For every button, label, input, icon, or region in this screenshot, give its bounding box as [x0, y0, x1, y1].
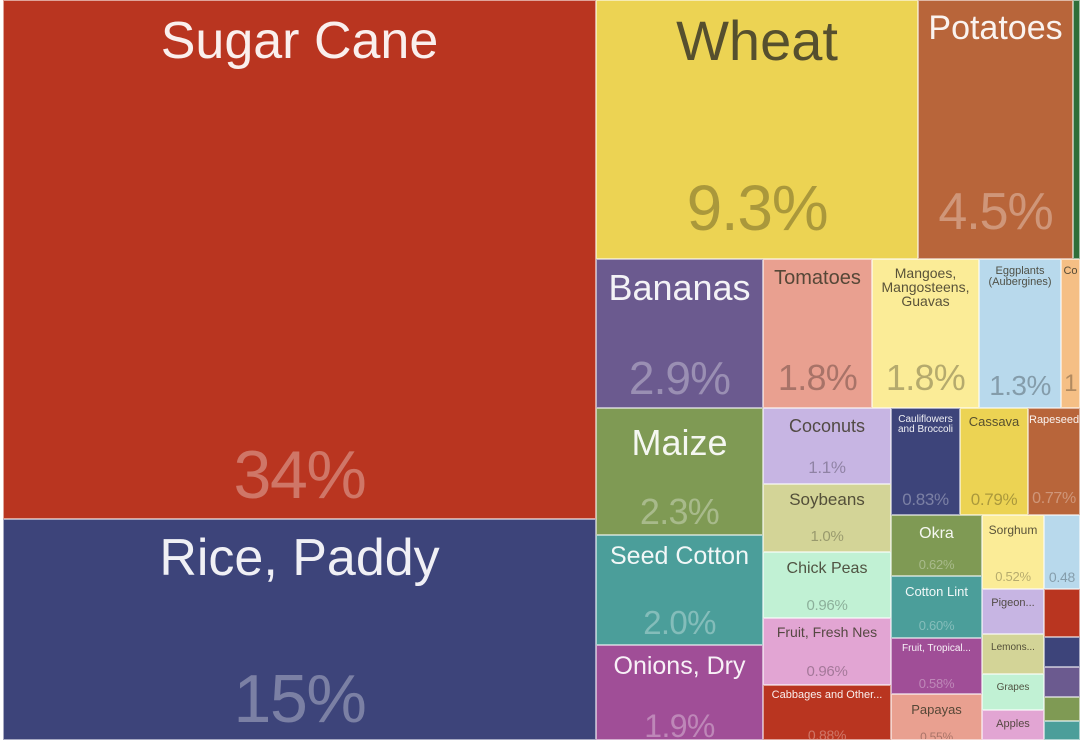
treemap-tile-unlabeled-30[interactable]: [1073, 0, 1080, 259]
tile-label: Okra: [919, 525, 954, 542]
treemap-tile-rice-paddy[interactable]: Rice, Paddy 15%: [3, 519, 596, 740]
tile-percentage: 0.77%: [1032, 490, 1076, 507]
tile-label: Maize: [631, 422, 728, 463]
treemap-tile-okra[interactable]: Okra 0.62%: [891, 515, 982, 576]
treemap-tile-fruit-tropical[interactable]: Fruit, Tropical... 0.58%: [891, 638, 982, 694]
treemap-tile-unlabeled-33[interactable]: [1044, 667, 1080, 697]
tile-percentage: 1: [1064, 370, 1077, 397]
treemap-tile-potatoes[interactable]: Potatoes 4.5%: [918, 0, 1073, 259]
treemap-tile-unlabeled-25[interactable]: 0.48: [1044, 515, 1080, 589]
tile-label: Seed Cotton: [610, 542, 749, 570]
treemap-tile-chick-peas[interactable]: Chick Peas 0.96%: [763, 552, 891, 618]
treemap-tile-cassava[interactable]: Cassava 0.79%: [960, 408, 1028, 515]
tile-percentage: 2.9%: [628, 352, 731, 404]
treemap-tile-cabbages-and-other[interactable]: Cabbages and Other... 0.88%: [763, 685, 891, 740]
tile-percentage: 1.0%: [810, 528, 844, 545]
treemap-tile-unlabeled-35[interactable]: [1044, 721, 1080, 740]
treemap-tile-soybeans[interactable]: Soybeans 1.0%: [763, 484, 891, 552]
tile-label: Soybeans: [789, 490, 865, 509]
treemap-tile-unlabeled-32[interactable]: [1044, 637, 1080, 667]
tile-percentage: 4.5%: [938, 183, 1053, 241]
treemap-tile-unlabeled-34[interactable]: [1044, 697, 1080, 721]
treemap-tile-eggplants-aubergines[interactable]: Eggplants (Aubergines) 1.3%: [979, 259, 1061, 408]
tile-percentage: 0.58%: [918, 676, 955, 691]
treemap-tile-sugar-cane[interactable]: Sugar Cane 34%: [3, 0, 596, 519]
tile-label: Sugar Cane: [160, 12, 439, 70]
tile-label: Fruit, Tropical...: [902, 643, 971, 654]
tile-percentage: 9.3%: [686, 172, 829, 244]
tile-percentage: 15%: [233, 661, 366, 737]
treemap-chart: Sugar Cane 34% Rice, Paddy 15% Wheat 9.3% Pota…: [3, 0, 1080, 740]
treemap-tile-papayas[interactable]: Papayas 0.55%: [891, 694, 982, 740]
tile-percentage: 1.3%: [989, 370, 1051, 401]
tile-percentage: 1.8%: [777, 357, 858, 398]
treemap-tile-bananas[interactable]: Bananas 2.9%: [596, 259, 763, 408]
treemap-tile-fruit-fresh-nes[interactable]: Fruit, Fresh Nes 0.96%: [763, 618, 891, 685]
tile-percentage: 0.79%: [970, 490, 1018, 509]
tile-percentage: 0.55%: [920, 730, 953, 740]
tile-label: Rapeseed: [1029, 414, 1080, 426]
treemap-tile-coconuts[interactable]: Coconuts 1.1%: [763, 408, 891, 484]
tile-percentage: 0.96%: [806, 597, 848, 614]
treemap-tile-co[interactable]: Co 1: [1061, 259, 1080, 408]
tile-label: Apples: [996, 718, 1030, 730]
treemap-tile-cauliflowers-and-broccoli[interactable]: Cauliflowers and Broccoli 0.83%: [891, 408, 960, 515]
treemap-tile-seed-cotton[interactable]: Seed Cotton 2.0%: [596, 535, 763, 645]
tile-percentage: 0.48: [1048, 569, 1076, 585]
tile-percentage: 0.96%: [806, 663, 848, 680]
tile-label: Sorghum: [988, 523, 1038, 537]
tile-label: Cotton Lint: [905, 584, 968, 599]
treemap-tile-unlabeled-31[interactable]: [1044, 589, 1080, 637]
tile-label: Papayas: [911, 702, 962, 717]
tile-label: Cauliflowers and Broccoli: [897, 414, 954, 435]
treemap-tile-tomatoes[interactable]: Tomatoes 1.8%: [763, 259, 872, 408]
tile-label: Mangoes, Mangosteens, Guavas: [881, 265, 970, 309]
tile-percentage: 0.83%: [902, 490, 949, 509]
tile-label: Chick Peas: [786, 560, 868, 577]
tile-percentage: 0.88%: [807, 727, 847, 740]
treemap-tile-grapes[interactable]: Grapes: [982, 674, 1044, 710]
tile-percentage: 0.60%: [918, 618, 955, 633]
tile-label: Eggplants (Aubergines): [988, 265, 1052, 288]
tile-label: Wheat: [676, 9, 838, 72]
tile-label: Fruit, Fresh Nes: [776, 624, 878, 640]
tile-percentage: 1.9%: [644, 708, 715, 740]
treemap-tile-sorghum[interactable]: Sorghum 0.52%: [982, 515, 1044, 589]
tile-label: Cassava: [968, 414, 1020, 429]
treemap-tile-wheat[interactable]: Wheat 9.3%: [596, 0, 918, 259]
tile-percentage: 1.1%: [808, 458, 846, 477]
treemap-tile-mangoes-mangosteens-guavas[interactable]: Mangoes, Mangosteens, Guavas 1.8%: [872, 259, 979, 408]
tile-percentage: 2.0%: [643, 604, 716, 641]
tile-label: Co: [1063, 265, 1078, 277]
tile-label: Rice, Paddy: [159, 529, 440, 587]
tile-label: Onions, Dry: [613, 652, 746, 680]
treemap-tile-rapeseed[interactable]: Rapeseed 0.77%: [1028, 408, 1080, 515]
treemap-tile-onions-dry[interactable]: Onions, Dry 1.9%: [596, 645, 763, 740]
treemap-tile-apples[interactable]: Apples: [982, 710, 1044, 740]
tile-percentage: 0.62%: [918, 557, 955, 572]
tile-label: Bananas: [608, 267, 751, 308]
tile-percentage: 2.3%: [639, 491, 720, 532]
tile-label: Pigeon...: [991, 597, 1035, 609]
treemap-tile-maize[interactable]: Maize 2.3%: [596, 408, 763, 535]
tile-label: Grapes: [996, 682, 1030, 693]
tile-label: Potatoes: [928, 9, 1063, 47]
tile-percentage: 0.52%: [995, 569, 1031, 584]
tile-percentage: 34%: [233, 437, 366, 513]
tile-label: Coconuts: [788, 416, 866, 436]
tile-label: Lemons...: [991, 642, 1035, 653]
treemap-tile-lemons[interactable]: Lemons...: [982, 634, 1044, 674]
treemap-tile-pigeon[interactable]: Pigeon...: [982, 589, 1044, 634]
tile-percentage: 1.8%: [885, 357, 966, 398]
tile-label: Tomatoes: [774, 267, 861, 289]
tile-label: Cabbages and Other...: [771, 689, 883, 701]
treemap-tile-cotton-lint[interactable]: Cotton Lint 0.60%: [891, 576, 982, 638]
